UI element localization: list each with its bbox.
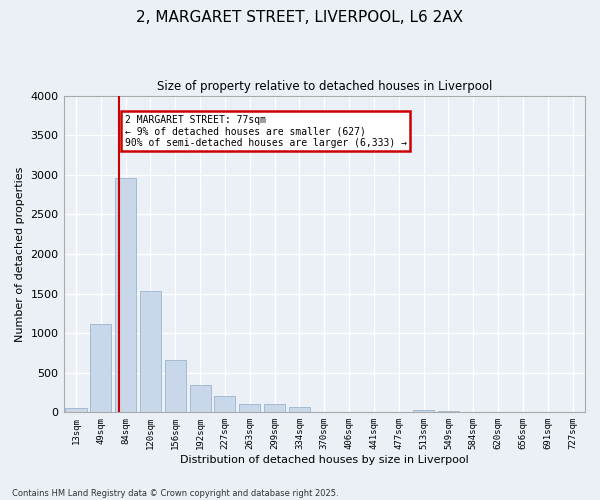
- Text: 2, MARGARET STREET, LIVERPOOL, L6 2AX: 2, MARGARET STREET, LIVERPOOL, L6 2AX: [136, 10, 464, 25]
- Bar: [165, 360, 186, 412]
- Bar: [239, 404, 260, 412]
- Bar: [140, 291, 161, 412]
- Y-axis label: Number of detached properties: Number of detached properties: [15, 166, 25, 342]
- Bar: [413, 410, 434, 412]
- Bar: [90, 324, 112, 412]
- Bar: [214, 396, 235, 412]
- Bar: [438, 411, 459, 412]
- Bar: [190, 386, 211, 412]
- Text: 2 MARGARET STREET: 77sqm
← 9% of detached houses are smaller (627)
90% of semi-d: 2 MARGARET STREET: 77sqm ← 9% of detache…: [125, 114, 407, 148]
- X-axis label: Distribution of detached houses by size in Liverpool: Distribution of detached houses by size …: [180, 455, 469, 465]
- Bar: [264, 404, 285, 412]
- Bar: [115, 178, 136, 412]
- Title: Size of property relative to detached houses in Liverpool: Size of property relative to detached ho…: [157, 80, 492, 93]
- Text: Contains HM Land Registry data © Crown copyright and database right 2025.: Contains HM Land Registry data © Crown c…: [12, 488, 338, 498]
- Bar: [289, 407, 310, 412]
- Bar: [65, 408, 86, 412]
